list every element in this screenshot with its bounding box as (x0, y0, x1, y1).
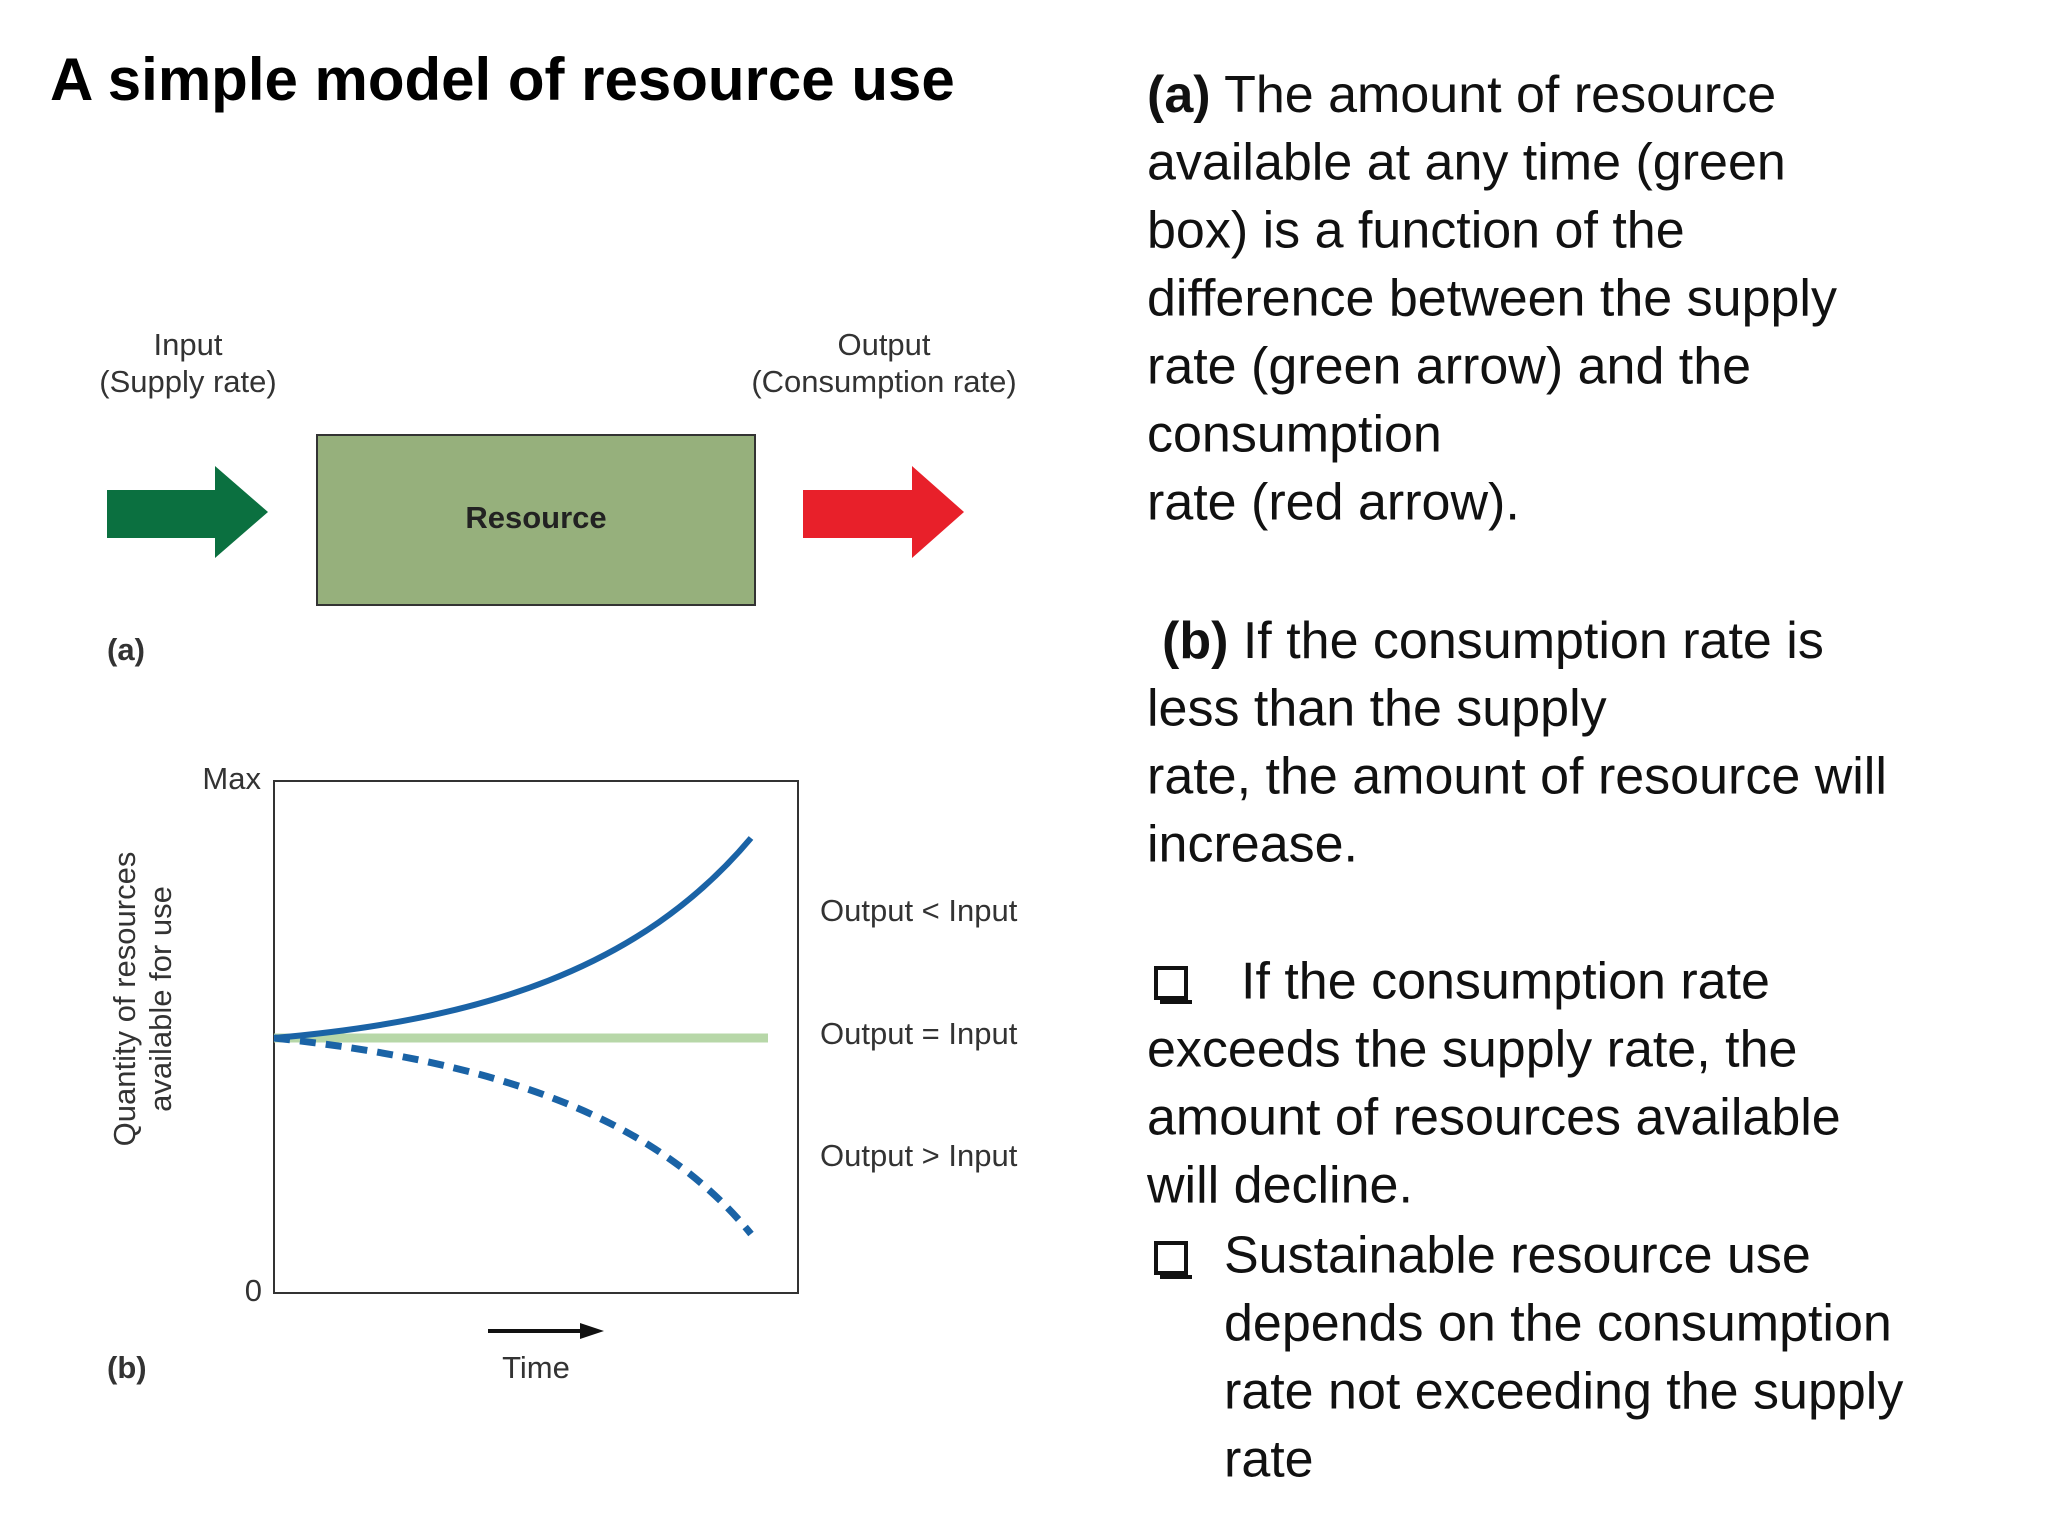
output-arrow (803, 466, 964, 558)
curve-label: Output > Input (820, 1138, 1018, 1173)
decrease-curve (273, 1034, 754, 1237)
bullet-box (1154, 966, 1188, 1000)
paragraph-line: difference between the supply (1147, 270, 1837, 328)
output-label: (Consumption rate) (751, 364, 1016, 399)
panel-label: (a) (107, 632, 145, 667)
paragraph-line: rate (green arrow) and the (1147, 338, 1751, 396)
output-label: Output (837, 327, 930, 362)
paragraph-line: rate (red arrow). (1147, 474, 1520, 532)
y-axis-label: available for use (143, 886, 178, 1112)
time-arrowhead (580, 1323, 604, 1339)
panel-label: (b) (107, 1350, 147, 1385)
x-axis-label: Time (502, 1350, 570, 1385)
y-axis-label: Quantity of resources (107, 852, 142, 1147)
paragraph-text: The amount of resource (1211, 66, 1777, 124)
slide-title: A simple model of resource use (50, 46, 955, 113)
bullet-line: If the consumption rate (1241, 953, 1770, 1011)
bullet-line: exceeds the supply rate, the (1147, 1021, 1797, 1079)
bullet-line: amount of resources available (1147, 1089, 1841, 1147)
resource-box (316, 434, 756, 606)
paragraph-text: If the consumption rate is (1228, 612, 1823, 670)
bullet-line: depends on the consumption (1224, 1295, 1892, 1353)
bullet-line: Sustainable resource use (1224, 1227, 1811, 1285)
input-arrow (107, 466, 268, 558)
y-zero-label: 0 (245, 1273, 262, 1308)
paragraph-label: (a) (1147, 66, 1211, 124)
paragraph-label: (b) (1162, 612, 1228, 670)
paragraph-line: less than the supply (1147, 680, 1607, 738)
paragraph-line: (b) If the consumption rate is (1162, 612, 1824, 670)
paragraph-line: consumption (1147, 406, 1442, 464)
curve-label: Output < Input (820, 893, 1018, 928)
bullet-box (1154, 1241, 1188, 1275)
paragraph-line: increase. (1147, 816, 1358, 874)
resource-label: Resource (465, 500, 606, 535)
input-label: Input (154, 327, 223, 362)
paragraph-line: box) is a function of the (1147, 202, 1685, 260)
bullet-line: will decline. (1146, 1157, 1413, 1215)
y-max-label: Max (202, 761, 261, 796)
curve-label: Output = Input (820, 1016, 1018, 1051)
paragraph-line: rate, the amount of resource will (1147, 748, 1887, 806)
input-label: (Supply rate) (99, 364, 276, 399)
bullet-line: rate not exceeding the supply (1224, 1363, 1903, 1421)
bullet-line: rate (1224, 1431, 1314, 1489)
increase-curve (273, 836, 754, 1041)
paragraph-line: (a) The amount of resource (1147, 66, 1776, 124)
paragraph-line: available at any time (green (1147, 134, 1786, 192)
